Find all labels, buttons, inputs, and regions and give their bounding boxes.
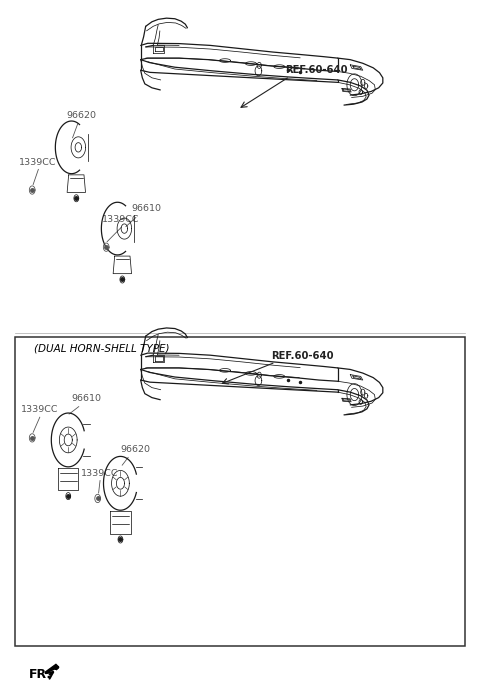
Text: REF.60-640: REF.60-640 [285,65,348,75]
Text: 1339CC: 1339CC [81,469,119,477]
Text: 1339CC: 1339CC [19,158,57,167]
Text: 1339CC: 1339CC [102,215,140,224]
Text: 96610: 96610 [72,394,102,403]
Text: REF.60-640: REF.60-640 [271,350,333,361]
Text: 1339CC: 1339CC [21,405,58,414]
Text: FR.: FR. [29,668,52,681]
Polygon shape [46,664,59,673]
Text: 96620: 96620 [120,445,150,454]
Text: (DUAL HORN-SHELL TYPE): (DUAL HORN-SHELL TYPE) [34,344,169,353]
Text: 96620: 96620 [67,111,97,120]
FancyBboxPatch shape [14,337,466,647]
Text: 96610: 96610 [131,205,161,214]
